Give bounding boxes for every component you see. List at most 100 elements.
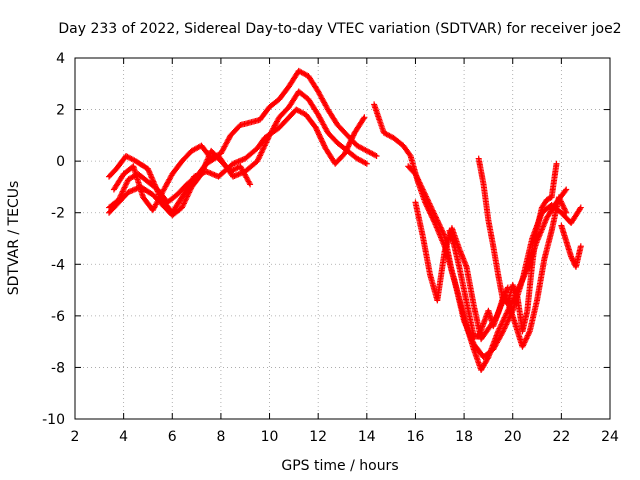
x-tick-label: 20 (504, 429, 522, 445)
data-point (346, 140, 353, 147)
data-point (186, 188, 193, 195)
data-point (314, 127, 321, 134)
y-tick-label: -10 (42, 412, 65, 428)
data-point (519, 276, 526, 283)
data-point (361, 114, 368, 121)
data-point (495, 328, 502, 335)
data-point (500, 315, 507, 322)
x-tick-label: 18 (455, 429, 473, 445)
data-point (553, 160, 560, 167)
x-tick-label: 16 (407, 429, 425, 445)
data-point (186, 189, 193, 196)
y-tick-label: -8 (51, 360, 65, 376)
data-point (182, 197, 189, 204)
data-point (122, 181, 129, 188)
data-point (406, 151, 413, 158)
data-point (317, 134, 324, 141)
y-tick-label: 0 (56, 154, 65, 170)
y-tick-label: -2 (51, 206, 65, 222)
data-point (181, 199, 188, 206)
data-point (314, 128, 321, 135)
y-tick-label: -4 (51, 257, 65, 273)
data-point (520, 274, 527, 281)
data-point (184, 193, 191, 200)
data-point (519, 277, 526, 284)
data-point (184, 192, 191, 199)
data-point (499, 318, 506, 325)
data-point (317, 135, 324, 142)
data-point (321, 142, 328, 149)
data-point (577, 243, 584, 250)
data-point (345, 143, 352, 150)
x-axis-label: GPS time / hours (281, 458, 398, 474)
data-point (318, 136, 325, 143)
data-point (320, 141, 327, 148)
x-tick-label: 8 (216, 429, 225, 445)
data-point (179, 204, 185, 211)
data-point (246, 179, 253, 186)
data-point (499, 320, 506, 327)
data-point (362, 159, 369, 166)
x-tick-label: 10 (261, 429, 279, 445)
data-point (562, 187, 569, 194)
data-point (315, 130, 322, 137)
data-point (373, 152, 380, 159)
data-point (345, 142, 352, 149)
data-point (363, 160, 370, 167)
data-point (247, 181, 254, 188)
data-point (495, 326, 502, 333)
x-tick-label: 12 (309, 429, 327, 445)
data-point (121, 184, 128, 191)
data-point (517, 280, 524, 287)
data-point (319, 139, 326, 146)
y-tick-label: 2 (56, 103, 65, 119)
x-tick-label: 22 (552, 429, 570, 445)
data-point (182, 196, 189, 203)
data-point (502, 313, 509, 320)
data-point (521, 271, 528, 278)
y-tick-label: -6 (51, 309, 65, 325)
data-points (106, 67, 584, 374)
data-point (180, 200, 187, 207)
data-point (496, 325, 503, 332)
data-point (515, 284, 522, 291)
data-point (522, 270, 529, 277)
y-axis-label: SDTVAR / TECUs (6, 181, 22, 296)
data-point (360, 115, 367, 122)
data-point (120, 185, 127, 192)
data-point (319, 138, 326, 145)
x-tick-label: 14 (358, 429, 376, 445)
series-track-9 (446, 227, 511, 340)
series-track-3 (110, 67, 379, 214)
data-point (185, 190, 192, 197)
x-tick-label: 24 (601, 429, 619, 445)
data-point (516, 282, 523, 289)
data-point (315, 131, 322, 138)
data-point (503, 310, 510, 317)
plot-frame (74, 57, 611, 420)
data-point (120, 187, 127, 194)
data-point (501, 314, 508, 321)
data-point (187, 186, 194, 193)
grid (75, 58, 610, 419)
data-point (179, 203, 186, 210)
data-point (500, 317, 507, 324)
data-point (350, 132, 357, 139)
series-track-10 (558, 222, 584, 270)
data-point (313, 125, 320, 132)
data-point (504, 284, 511, 291)
data-point (497, 324, 504, 331)
data-point (372, 152, 379, 159)
y-tick-label: 4 (56, 51, 65, 67)
data-point (577, 205, 584, 212)
data-point (124, 178, 131, 185)
series-track-4 (106, 147, 253, 219)
chart-title: Day 233 of 2022, Sidereal Day-to-day VTE… (58, 21, 621, 37)
data-point (122, 183, 129, 190)
data-point (563, 186, 570, 193)
data-point (502, 311, 509, 318)
data-point (119, 188, 126, 195)
data-point (523, 269, 530, 276)
data-point (504, 285, 511, 292)
